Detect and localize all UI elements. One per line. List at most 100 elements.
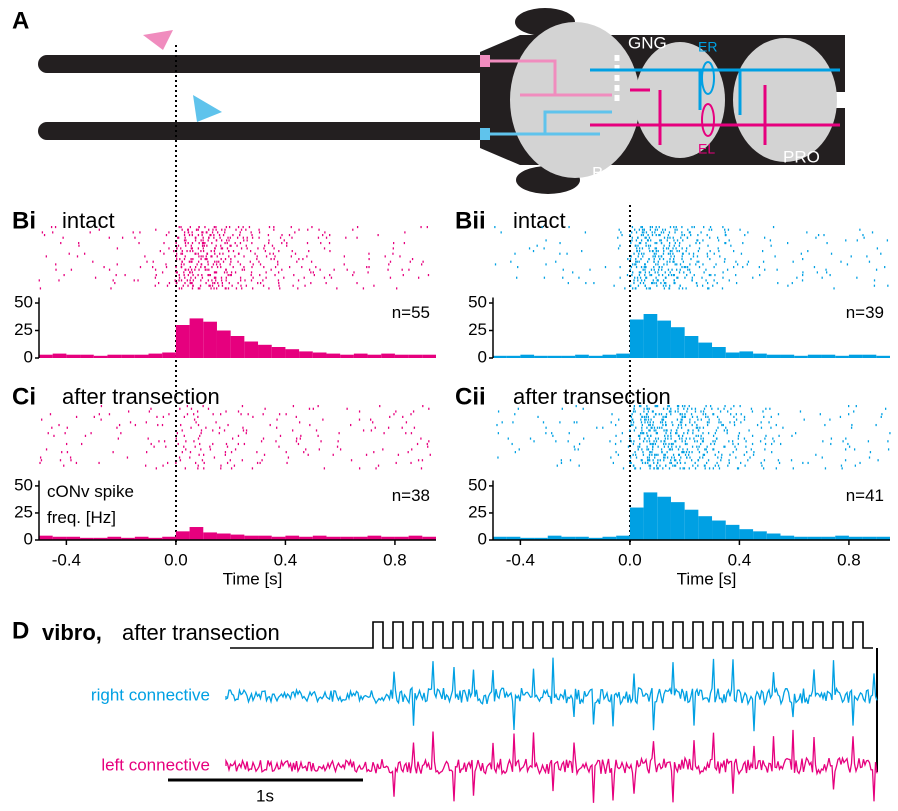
- right-rod: [38, 122, 488, 140]
- bar: [712, 347, 726, 358]
- panel-label: D: [12, 617, 29, 644]
- y-axis-label: freq. [Hz]: [47, 508, 116, 527]
- y-tick-label: 50: [14, 475, 33, 494]
- bar: [739, 351, 753, 358]
- gng-label: GNG: [628, 33, 667, 52]
- y-axis-label: cONv spike: [47, 482, 134, 501]
- bar: [808, 355, 822, 358]
- y-tick-label: 25: [14, 502, 33, 521]
- bar: [217, 331, 231, 359]
- x-tick-label: 0.8: [383, 550, 407, 569]
- bar: [190, 527, 204, 540]
- el-label: EL: [698, 141, 715, 157]
- y-tick-label: 0: [24, 529, 33, 548]
- bar: [726, 353, 740, 359]
- panel-label: A: [12, 7, 29, 34]
- bar: [493, 356, 507, 358]
- y-tick-label: 25: [468, 502, 487, 521]
- x-tick-label: 0.4: [274, 550, 298, 569]
- x-tick-label: -0.4: [506, 550, 535, 569]
- panel-title: intact: [513, 208, 566, 233]
- bar: [876, 356, 890, 358]
- bar: [561, 356, 575, 358]
- bar: [589, 356, 603, 358]
- pro-shape: [733, 38, 837, 162]
- bar: [53, 354, 67, 358]
- connector: [480, 128, 490, 140]
- bar: [162, 353, 176, 359]
- bar: [698, 343, 712, 358]
- recording-trace: [226, 730, 877, 803]
- bar: [863, 355, 877, 358]
- bar: [121, 355, 135, 358]
- bar: [767, 534, 781, 540]
- bar: [644, 492, 658, 540]
- bar: [258, 345, 272, 358]
- panel-title: after transection: [62, 384, 220, 409]
- bar: [217, 534, 231, 540]
- panel-title: intact: [62, 208, 115, 233]
- histogram-chart: Biintact02550n=55: [12, 207, 436, 366]
- bar: [712, 521, 726, 540]
- bar: [575, 355, 589, 358]
- bar: [739, 529, 753, 540]
- y-tick-label: 50: [468, 292, 487, 311]
- bar: [520, 355, 534, 358]
- bar: [657, 497, 671, 540]
- brain-shape: [510, 22, 640, 178]
- bar: [822, 355, 836, 358]
- bar: [381, 354, 395, 358]
- bar: [657, 321, 671, 358]
- bar: [630, 320, 644, 359]
- bar: [767, 355, 781, 358]
- bar: [107, 355, 121, 358]
- bar: [507, 356, 521, 358]
- bar: [244, 342, 258, 359]
- bar: [603, 355, 617, 358]
- bar: [616, 354, 630, 358]
- histogram-chart: Biiintact02550n=39: [455, 207, 890, 366]
- brain-label: Brain: [592, 163, 632, 182]
- bar: [780, 355, 794, 358]
- stimulus-label: vibro,: [42, 620, 102, 645]
- er-label: ER: [698, 39, 717, 55]
- x-tick-label: 0.4: [728, 550, 752, 569]
- figure: A GNG ER EL Brain PRO D vibro, after tra…: [0, 0, 898, 811]
- bar: [94, 356, 108, 358]
- x-tick-label: 0.0: [164, 550, 188, 569]
- bar: [644, 314, 658, 358]
- condition-label: after transection: [122, 620, 280, 645]
- bar: [135, 355, 149, 358]
- bar: [190, 318, 204, 358]
- bar: [231, 336, 245, 358]
- y-tick-label: 25: [468, 320, 487, 339]
- bar: [176, 325, 190, 358]
- bar: [794, 356, 808, 358]
- bar: [176, 531, 190, 540]
- bar: [849, 355, 863, 358]
- trace-label: left connective: [101, 755, 210, 774]
- bar: [395, 355, 409, 358]
- bar: [149, 354, 163, 358]
- x-tick-label: 0.8: [837, 550, 861, 569]
- bar: [285, 349, 299, 358]
- trace-label: right connective: [91, 685, 210, 704]
- blue-arrowhead: [193, 95, 222, 122]
- y-tick-label: 0: [478, 347, 487, 366]
- bar: [726, 525, 740, 540]
- annotation: n=41: [846, 486, 884, 505]
- bar: [231, 535, 245, 540]
- bar: [835, 356, 849, 358]
- bar: [313, 353, 327, 359]
- annotation: n=55: [392, 303, 430, 322]
- bar: [671, 502, 685, 540]
- bar: [753, 354, 767, 358]
- panel-label: Bii: [455, 207, 486, 234]
- bar: [354, 354, 368, 358]
- bar: [685, 510, 699, 540]
- y-tick-label: 50: [14, 292, 33, 311]
- x-axis-label: Time [s]: [677, 569, 737, 588]
- left-rod: [38, 55, 488, 73]
- x-axis-label: Time [s]: [223, 569, 283, 588]
